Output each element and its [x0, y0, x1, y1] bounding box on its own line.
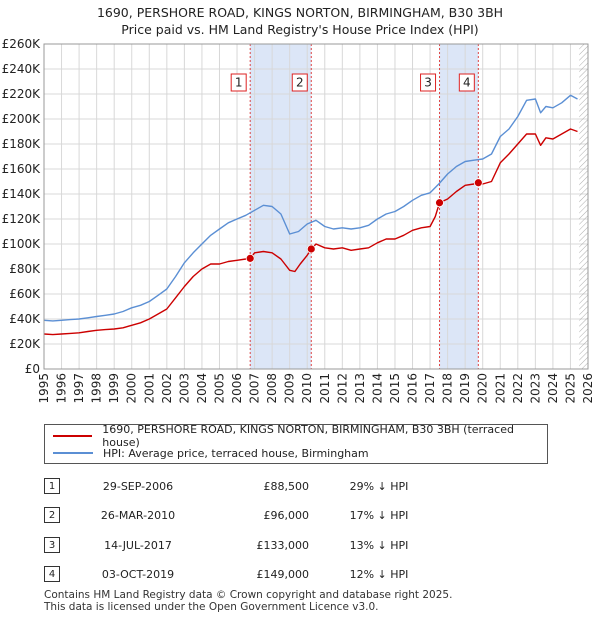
- sale-label-box: [420, 73, 437, 92]
- shaded-period: [439, 44, 479, 369]
- x-tick-label: 2015: [388, 373, 402, 404]
- sale-label-box: [458, 73, 475, 92]
- y-tick-label: £140K: [2, 187, 42, 201]
- x-tick-label: 2022: [511, 373, 525, 404]
- sale-hpi-diff: 13% ↓ HPI: [349, 539, 409, 552]
- x-tick-label: 2007: [248, 373, 262, 404]
- sale-label-box: [291, 73, 308, 92]
- x-tick-label: 2026: [581, 373, 595, 404]
- sale-price: £88,500: [263, 480, 310, 493]
- sale-hpi-diff: 29% ↓ HPI: [349, 480, 409, 493]
- sale-point: [473, 178, 483, 188]
- sale-point: [306, 244, 316, 254]
- table-row: 3 14-JUL-2017 £133,000 13% ↓ HPI: [44, 537, 464, 555]
- x-tick-label: 2011: [318, 373, 332, 404]
- legend-item-property: 1690, PERSHORE ROAD, KINGS NORTON, BIRMI…: [53, 423, 547, 449]
- y-tick-label: £260K: [2, 37, 42, 51]
- shaded-period: [250, 44, 312, 369]
- x-tick-label: 2000: [125, 373, 139, 404]
- legend-swatch-property: [53, 435, 93, 437]
- x-tick-label: 2006: [230, 373, 244, 404]
- y-tick-label: £40K: [9, 312, 41, 326]
- table-row: 1 29-SEP-2006 £88,500 29% ↓ HPI: [44, 478, 464, 496]
- x-tick-label: 1997: [72, 373, 86, 404]
- x-tick-label: 2025: [563, 373, 577, 404]
- x-tick-label: 2024: [546, 373, 560, 404]
- legend-label-property: 1690, PERSHORE ROAD, KINGS NORTON, BIRMI…: [102, 423, 514, 449]
- y-tick-label: £80K: [9, 262, 41, 276]
- sale-date: 14-JUL-2017: [104, 539, 172, 552]
- legend-item-hpi: HPI: Average price, terraced house, Birm…: [53, 445, 369, 461]
- x-tick-label: 1996: [55, 373, 69, 404]
- x-tick-label: 2002: [160, 373, 174, 404]
- y-tick-label: £100K: [2, 237, 42, 251]
- x-tick-label: 1999: [107, 373, 121, 404]
- hatched-region: [579, 44, 588, 369]
- x-tick-label: 2021: [493, 373, 507, 404]
- x-tick-label: 2018: [441, 373, 455, 404]
- x-tick-label: 2010: [300, 373, 314, 404]
- chart-title-block: 1690, PERSHORE ROAD, KINGS NORTON, BIRMI…: [0, 4, 600, 38]
- hpi-line: [43, 94, 578, 322]
- sale-date: 29-SEP-2006: [102, 480, 174, 493]
- y-tick-label: £160K: [2, 162, 42, 176]
- plot-frame: [43, 43, 589, 370]
- x-tick-label: 2020: [476, 373, 490, 404]
- x-tick-label: 2019: [458, 373, 472, 404]
- sale-marker-badge: 1: [44, 478, 60, 494]
- sale-label: 2: [296, 76, 304, 90]
- x-tick-label: 2012: [335, 373, 349, 404]
- sale-label: 3: [424, 76, 432, 90]
- sale-point: [245, 253, 255, 263]
- x-tick-label: 2013: [353, 373, 367, 404]
- sale-price: £96,000: [263, 509, 310, 522]
- sale-marker-badge: 4: [44, 566, 60, 582]
- y-tick-label: £180K: [2, 137, 42, 151]
- x-tick-label: 2003: [177, 373, 191, 404]
- legend-label-hpi: HPI: Average price, terraced house, Birm…: [103, 446, 369, 460]
- y-tick-label: £0: [25, 362, 40, 376]
- sale-date: 03-OCT-2019: [101, 568, 175, 581]
- x-tick-label: 1995: [37, 373, 51, 404]
- sale-marker-badge: 2: [44, 507, 60, 523]
- x-tick-label: 2008: [265, 373, 279, 404]
- footer-line: This data is licensed under the Open Gov…: [44, 601, 379, 613]
- x-tick-label: 2009: [283, 373, 297, 404]
- y-tick-label: £60K: [9, 287, 41, 301]
- sale-point: [435, 198, 444, 208]
- y-tick-label: £240K: [2, 62, 42, 76]
- price-chart: 1 2 3 4 £0 £20K £40K £60K £80K £100K £120K £140K £16…: [2, 37, 595, 404]
- legend-swatch-hpi: [53, 452, 93, 454]
- sale-label: 1: [235, 76, 243, 90]
- sale-marker-badge: 3: [44, 537, 60, 553]
- sale-price: £133,000: [256, 539, 310, 552]
- y-tick-label: £20K: [9, 337, 41, 351]
- sale-date: 26-MAR-2010: [100, 509, 176, 522]
- y-tick-label: £220K: [2, 87, 42, 101]
- chart-title: 1690, PERSHORE ROAD, KINGS NORTON, BIRMI…: [96, 5, 504, 20]
- y-tick-label: £120K: [2, 212, 42, 226]
- chart-legend: 1690, PERSHORE ROAD, KINGS NORTON, BIRMI…: [44, 423, 548, 464]
- x-tick-label: 2017: [423, 373, 437, 404]
- x-tick-label: 2016: [406, 373, 420, 404]
- x-tick-label: 2005: [212, 373, 226, 404]
- x-tick-label: 2004: [195, 373, 209, 404]
- sale-label-box: [230, 73, 247, 92]
- table-row: 2 26-MAR-2010 £96,000 17% ↓ HPI: [44, 507, 464, 525]
- footer-line: Contains HM Land Registry data © Crown c…: [44, 589, 453, 601]
- chart-subtitle: Price paid vs. HM Land Registry's House …: [121, 22, 479, 37]
- sale-hpi-diff: 17% ↓ HPI: [349, 509, 409, 522]
- y-tick-label: £200K: [2, 112, 42, 126]
- x-tick-label: 2014: [370, 373, 384, 404]
- sale-price: £149,000: [256, 568, 310, 581]
- table-row: 4 03-OCT-2019 £149,000 12% ↓ HPI: [44, 566, 464, 584]
- sale-hpi-diff: 12% ↓ HPI: [349, 568, 409, 581]
- sale-label: 4: [463, 76, 471, 90]
- x-tick-label: 1998: [90, 373, 104, 404]
- footer-attribution: Contains HM Land Registry data © Crown c…: [44, 589, 452, 613]
- x-tick-label: 2023: [528, 373, 542, 404]
- x-tick-label: 2001: [142, 373, 156, 404]
